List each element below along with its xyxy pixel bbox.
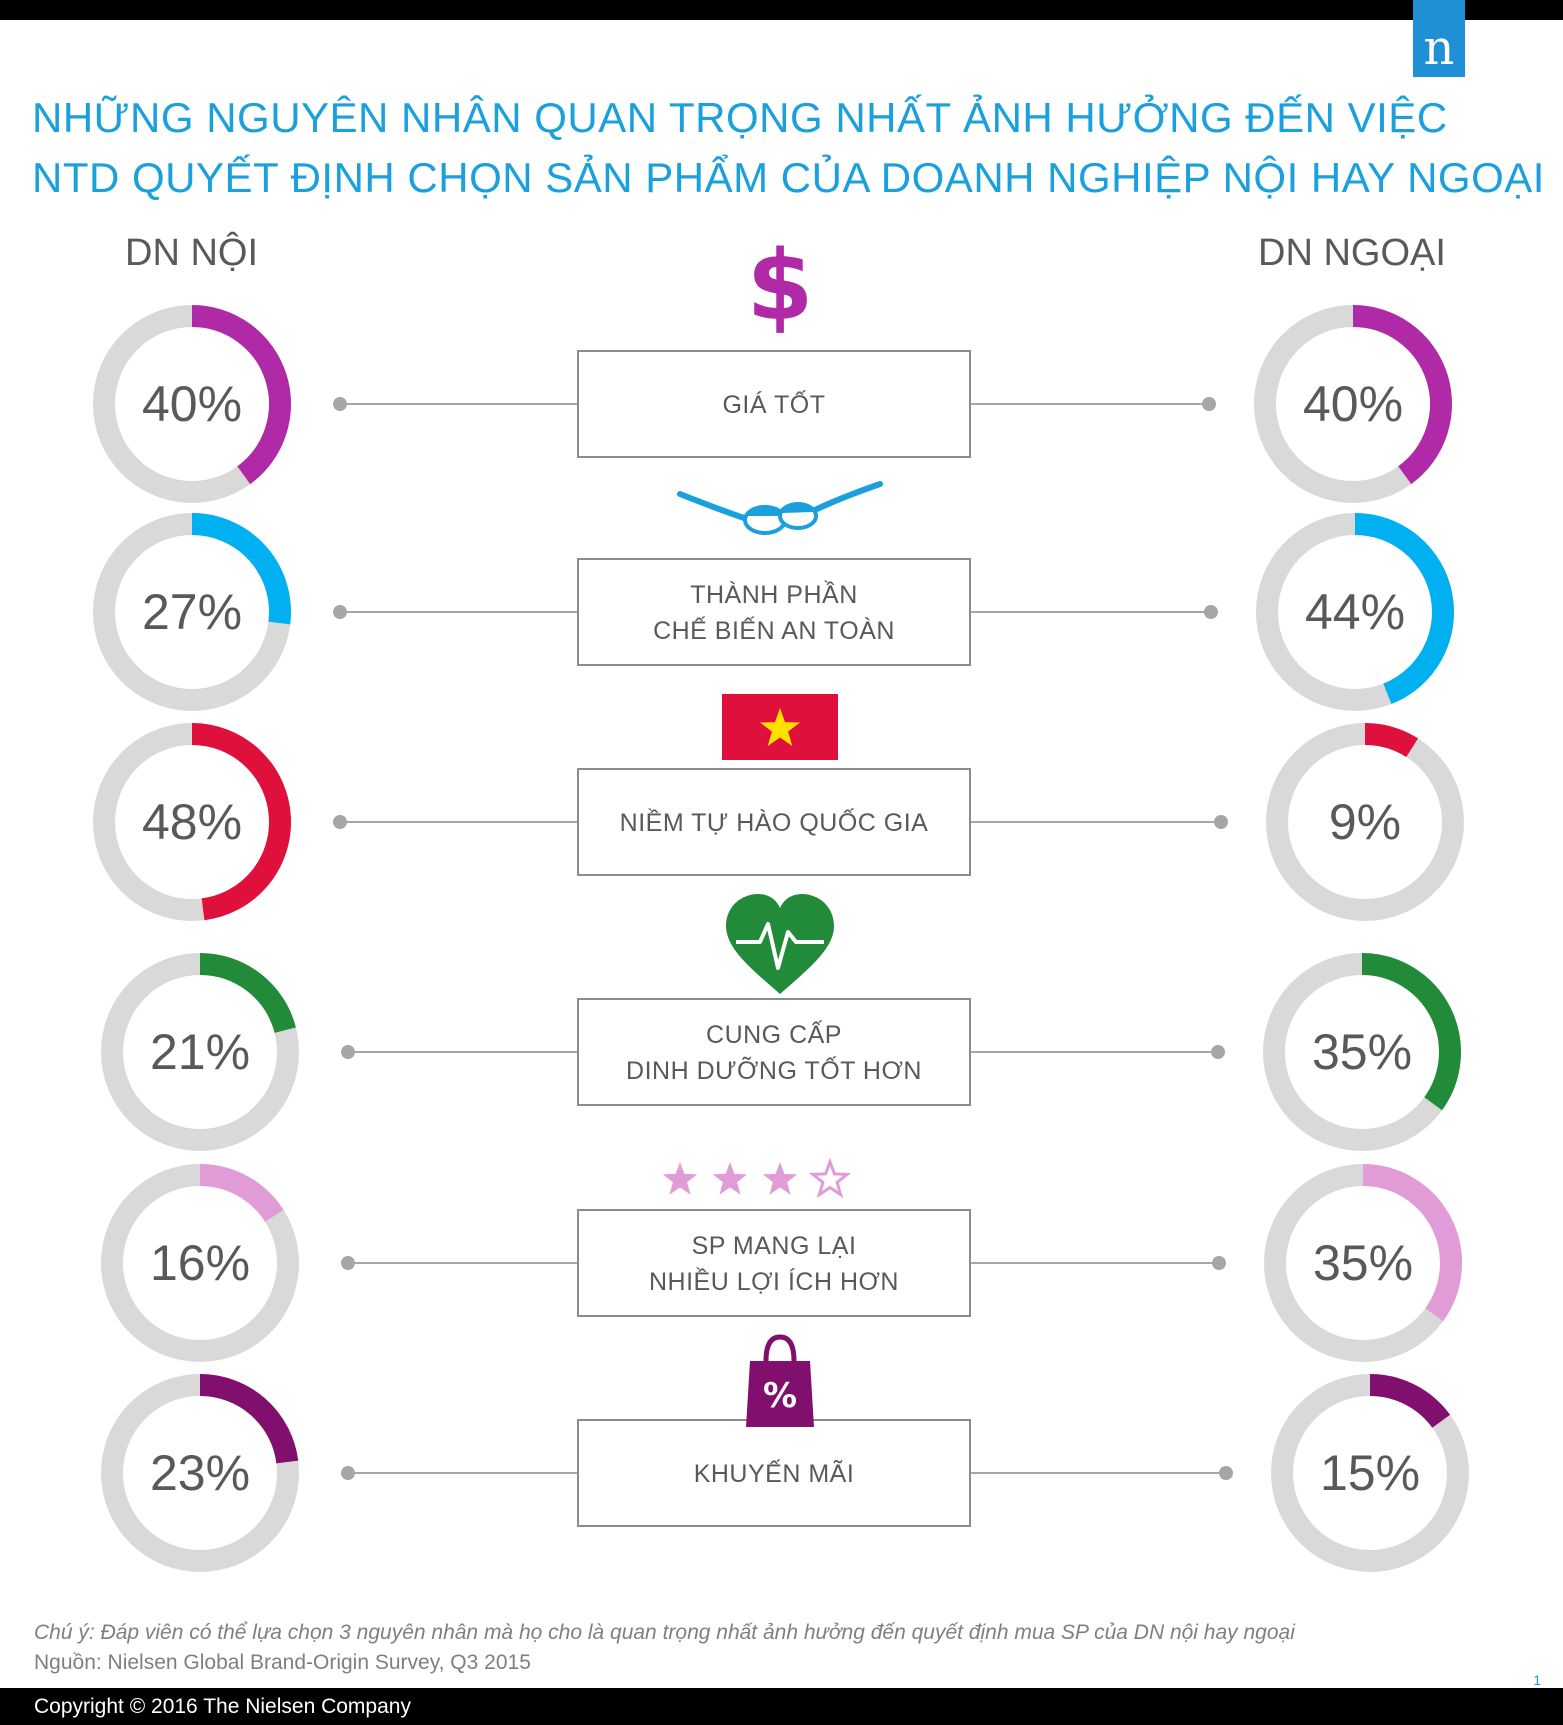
footnote-source: Nguồn: Nielsen Global Brand-Origin Surve… bbox=[34, 1651, 531, 1674]
category-label: THÀNH PHẦN bbox=[690, 580, 858, 609]
discount-bag-icon bbox=[746, 1361, 814, 1427]
foreign-value-label: 9% bbox=[1329, 794, 1401, 850]
star-filled-icon bbox=[762, 1162, 798, 1195]
connector-dot-right bbox=[1211, 1045, 1225, 1059]
domestic-donut-arc bbox=[199, 953, 296, 1034]
connector-dot-right bbox=[1204, 605, 1218, 619]
category-label: NIỀM TỰ HÀO QUỐC GIA bbox=[620, 807, 929, 837]
connector-dot-left bbox=[341, 1256, 355, 1270]
category-box bbox=[577, 1209, 971, 1317]
connector-dot-left bbox=[341, 1466, 355, 1480]
category-box bbox=[577, 350, 971, 458]
category-box bbox=[577, 558, 971, 666]
star-filled-icon bbox=[662, 1162, 698, 1195]
copyright-footer: Copyright © 2016 The Nielsen Company bbox=[0, 1688, 1563, 1725]
foreign-value-label: 35% bbox=[1312, 1024, 1412, 1080]
spoons-icon bbox=[812, 481, 883, 513]
connector-dot-right bbox=[1202, 397, 1216, 411]
category-label: SP MANG LẠI bbox=[692, 1232, 857, 1260]
domestic-donut-arc bbox=[191, 513, 291, 625]
pulse-line-icon bbox=[736, 922, 824, 970]
category-label: NHIỀU LỢI ÍCH HƠN bbox=[649, 1267, 899, 1296]
category-label: GIÁ TỐT bbox=[722, 389, 825, 419]
category-box bbox=[577, 768, 971, 876]
spoons-icon bbox=[746, 505, 784, 516]
spoons-icon bbox=[782, 503, 814, 513]
connector-dot-left bbox=[333, 605, 347, 619]
category-label: DINH DƯỠNG TỐT HƠN bbox=[626, 1055, 922, 1085]
percent-sign-icon: % bbox=[763, 1376, 797, 1416]
nielsen-logo: n bbox=[1413, 0, 1465, 77]
connector-dot-left bbox=[333, 397, 347, 411]
foreign-value-label: 44% bbox=[1305, 584, 1405, 640]
domestic-value-label: 48% bbox=[142, 794, 242, 850]
domestic-value-label: 23% bbox=[150, 1445, 250, 1501]
category-box bbox=[577, 998, 971, 1106]
foreign-value-label: 40% bbox=[1303, 376, 1403, 432]
title-line-2: NTD QUYẾT ĐỊNH CHỌN SẢN PHẨM CỦA DOANH N… bbox=[32, 154, 1545, 201]
discount-bag-icon bbox=[763, 1334, 797, 1362]
connector-dot-right bbox=[1219, 1466, 1233, 1480]
footnote-caption: Chú ý: Đáp viên có thể lựa chọn 3 nguyên… bbox=[34, 1621, 1295, 1644]
footnote: Chú ý: Đáp viên có thể lựa chọn 3 nguyên… bbox=[34, 1618, 1295, 1678]
domestic-donut-arc bbox=[199, 1164, 284, 1223]
heart-pulse-icon bbox=[726, 894, 834, 994]
category-label: CUNG CẤP bbox=[706, 1020, 842, 1049]
flag-star-icon bbox=[760, 708, 800, 746]
foreign-donut-arc bbox=[1361, 953, 1461, 1111]
top-bar bbox=[0, 0, 1563, 20]
foreign-donut-arc bbox=[1362, 1164, 1462, 1322]
spoons-icon bbox=[677, 491, 753, 523]
page-number: 1 bbox=[1533, 1672, 1541, 1688]
dollar-icon: $ bbox=[747, 230, 814, 342]
title-line-1: NHỮNG NGUYÊN NHÂN QUAN TRỌNG NHẤT ẢNH HƯ… bbox=[32, 94, 1448, 141]
category-label: CHẾ BIẾN AN TOÀN bbox=[653, 616, 895, 645]
connector-dot-left bbox=[333, 815, 347, 829]
domestic-donut-arc bbox=[191, 723, 292, 921]
column-heading-domestic: DN NỘI bbox=[125, 232, 258, 274]
category-box bbox=[577, 1419, 971, 1527]
foreign-value-label: 35% bbox=[1313, 1235, 1413, 1291]
foreign-donut-arc bbox=[1352, 305, 1452, 485]
foreign-donut-arc bbox=[1364, 723, 1419, 758]
domestic-donut-arc bbox=[191, 305, 291, 485]
foreign-donut-arc bbox=[1354, 513, 1454, 705]
column-heading-foreign: DN NGOẠI bbox=[1258, 232, 1446, 274]
domestic-value-label: 27% bbox=[142, 584, 242, 640]
category-label: KHUYẾN MÃI bbox=[694, 1459, 855, 1488]
connector-dot-right bbox=[1212, 1256, 1226, 1270]
domestic-donut-arc bbox=[199, 1374, 299, 1464]
donut-comparison-chart: GIÁ TỐT $40% 40% THÀNH PHẦN CHẾ BIẾN AN TOÀN… bbox=[93, 230, 1469, 1572]
star-filled-icon bbox=[712, 1162, 748, 1195]
foreign-value-label: 15% bbox=[1320, 1445, 1420, 1501]
connector-dot-left bbox=[341, 1045, 355, 1059]
connector-dot-right bbox=[1214, 815, 1228, 829]
domestic-value-label: 16% bbox=[150, 1235, 250, 1291]
domestic-value-label: 21% bbox=[150, 1024, 250, 1080]
page-title: NHỮNG NGUYÊN NHÂN QUAN TRỌNG NHẤT ẢNH HƯ… bbox=[32, 88, 1545, 208]
domestic-value-label: 40% bbox=[142, 376, 242, 432]
foreign-donut-arc bbox=[1369, 1374, 1451, 1429]
star-outline-icon bbox=[808, 1157, 852, 1199]
